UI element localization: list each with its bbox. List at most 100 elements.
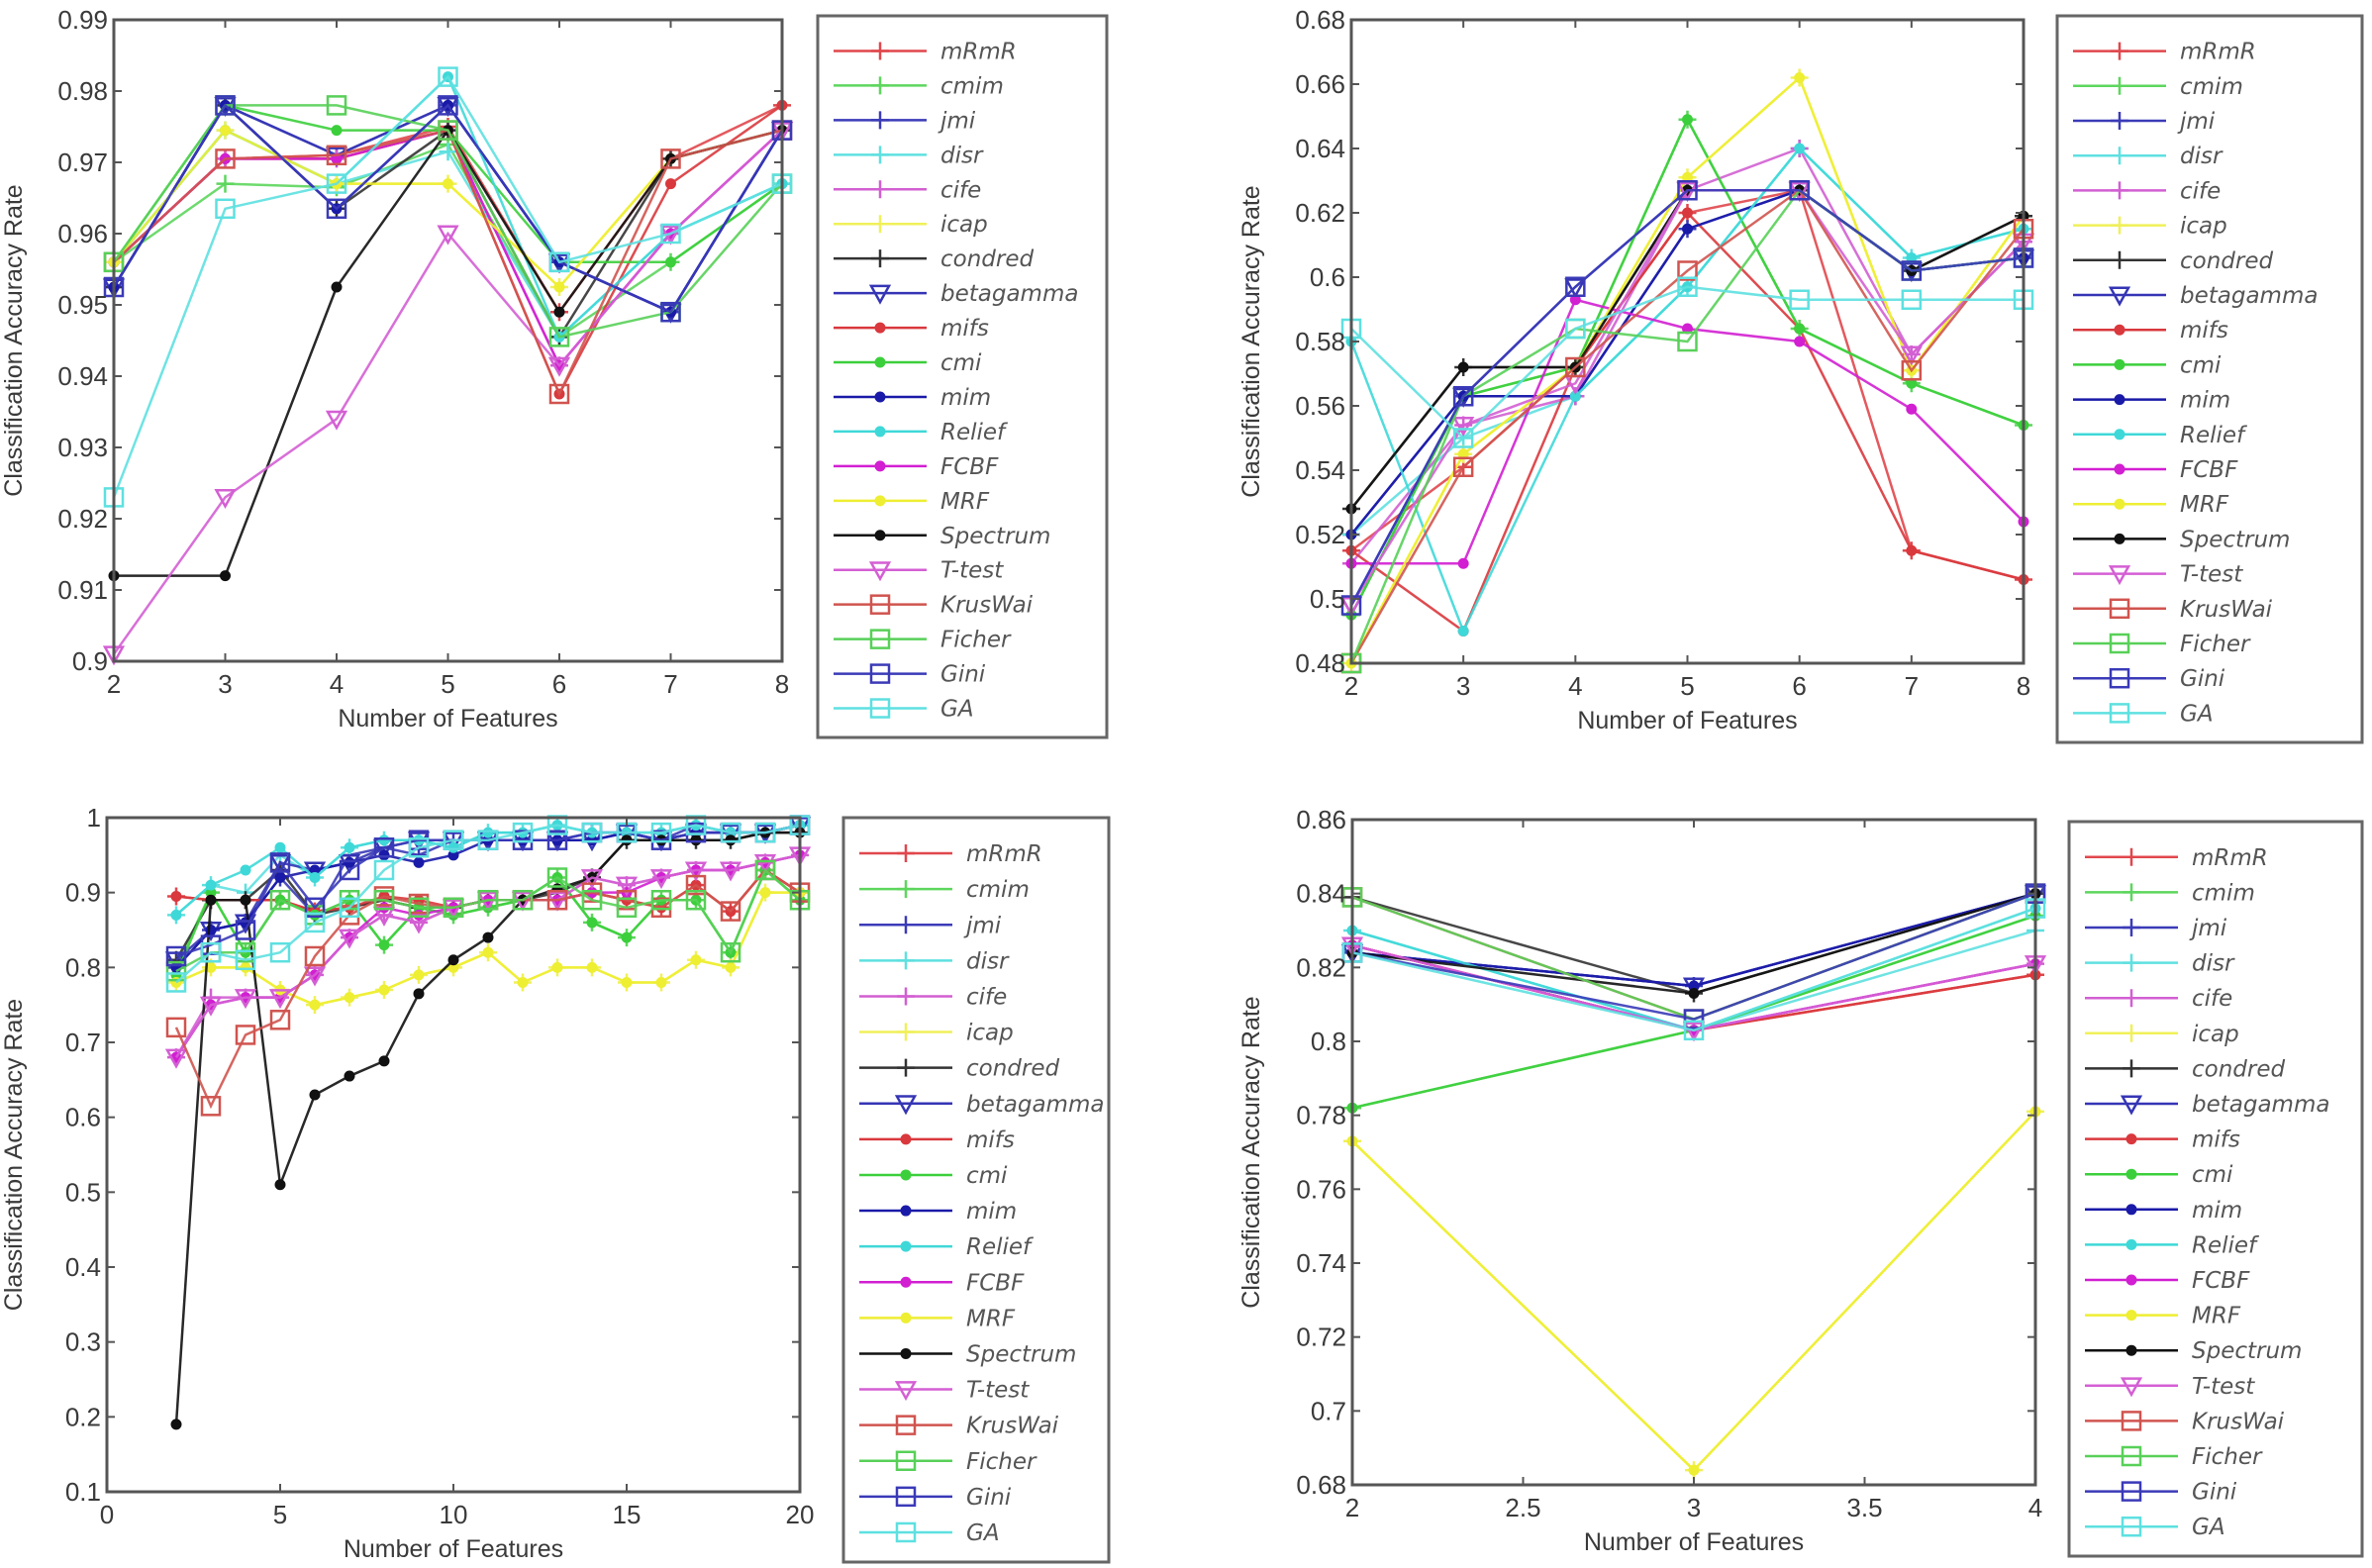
y-tick-label: 0.6 <box>1310 262 1345 292</box>
data-point-ficher <box>408 897 430 919</box>
legend-label: Gini <box>966 1485 1012 1511</box>
data-point-ga <box>373 859 395 881</box>
y-tick-label: 0.8 <box>1311 1027 1346 1056</box>
series-group <box>164 815 812 1430</box>
y-tick-label: 0.66 <box>1295 69 1345 99</box>
data-point-ga <box>548 251 570 273</box>
legend-marker-icon <box>869 698 891 719</box>
plot-area <box>107 818 800 1492</box>
data-point-ga <box>720 822 741 843</box>
data-point-ga <box>443 830 464 850</box>
y-tick-label: 0.64 <box>1295 134 1345 163</box>
y-tick-label: 0.84 <box>1296 879 1346 909</box>
x-axis-title: Number of Features <box>1584 1528 1804 1556</box>
data-point-t-test <box>547 356 571 377</box>
y-axis-title: Classification Accuracy Rate <box>0 184 28 496</box>
legend-marker-icon <box>2121 1411 2142 1431</box>
data-point-mrf <box>240 961 251 973</box>
data-point-kruswai <box>1901 360 1923 381</box>
data-point-gini <box>235 920 256 940</box>
legend-item: FCBF <box>859 1270 1025 1296</box>
legend-marker-icon <box>900 1312 912 1323</box>
data-point-mrf <box>309 999 321 1011</box>
legend-label: Ficher <box>940 628 1012 653</box>
data-point-ficher <box>685 889 707 911</box>
data-point-ga <box>215 198 236 220</box>
legend-item: KrusWai <box>2073 597 2273 623</box>
legend-item: condred <box>859 1056 1060 1082</box>
legend-label: cife <box>940 177 981 203</box>
legend-item: KrusWai <box>2085 1409 2285 1434</box>
data-point-kruswai <box>1452 456 1474 477</box>
data-point-kruswai <box>304 945 326 967</box>
legend-marker-icon <box>868 561 892 582</box>
data-point-cmi <box>665 256 676 268</box>
legend-box <box>841 816 1111 1564</box>
legend-item: Relief <box>2085 1232 2259 1258</box>
legend-item: jmi <box>834 108 976 134</box>
legend-item: disr <box>834 143 984 168</box>
legend-marker-icon <box>897 844 915 863</box>
data-point-mrf <box>220 125 231 137</box>
data-point-mrf <box>690 954 702 966</box>
data-point-kruswai <box>548 383 570 405</box>
data-point-kruswai <box>660 148 681 169</box>
y-tick-label: 0.68 <box>1295 5 1345 35</box>
plot-area <box>1352 820 2035 1485</box>
x-tick-label: 2 <box>1345 1493 1359 1522</box>
data-point-relief <box>447 841 459 853</box>
x-tick-label: 5 <box>441 669 454 699</box>
data-point-mrf <box>482 946 494 958</box>
legend-marker-icon <box>2123 883 2140 902</box>
data-point-ficher <box>512 889 534 911</box>
legend-item: Relief <box>859 1234 1034 1260</box>
legend-label: betagamma <box>966 1092 1104 1118</box>
legend: mRmR cmim jmi disr cife icap condred betagamma m… <box>816 14 1109 739</box>
data-point-spectrum <box>413 988 425 1000</box>
legend-label: GA <box>940 697 974 723</box>
data-point-gini <box>269 852 291 873</box>
legend-box <box>2055 14 2364 744</box>
legend-item: Gini <box>859 1485 1012 1511</box>
y-tick-label: 0.58 <box>1295 327 1345 356</box>
legend-item: betagamma <box>2085 1092 2329 1118</box>
legend-label: cife <box>966 984 1007 1010</box>
data-point-t-test <box>338 929 361 949</box>
legend-label: jmi <box>938 108 976 134</box>
legend-label: mRmR <box>2180 40 2256 65</box>
data-point-mrf <box>621 976 633 988</box>
legend-item: Ficher <box>859 1449 1038 1475</box>
legend-marker-icon <box>2123 1059 2140 1078</box>
legend-item: MRF <box>2073 492 2229 518</box>
legend-label: GA <box>2180 701 2214 727</box>
data-point-t-test <box>199 996 223 1017</box>
legend-label: FCBF <box>940 454 999 480</box>
legend-item: mRmR <box>2073 40 2256 65</box>
data-point-spectrum <box>344 1070 355 1082</box>
data-point-cmi <box>621 931 633 943</box>
legend-label: mifs <box>966 1127 1015 1153</box>
legend-label: condred <box>2192 1056 2286 1082</box>
data-point-spectrum <box>447 954 459 966</box>
data-point-t-test <box>580 869 604 890</box>
series-line-ga <box>112 74 783 498</box>
legend-marker-icon <box>871 146 889 164</box>
legend-marker-icon <box>2121 1445 2142 1467</box>
legend-label: Spectrum <box>2192 1338 2302 1364</box>
legend-item: Gini <box>834 662 986 688</box>
data-point-ga <box>1683 1020 1705 1041</box>
data-point-relief <box>205 879 217 891</box>
legend-item: Ficher <box>834 628 1012 653</box>
x-tick-label: 8 <box>775 669 789 699</box>
data-point-spectrum <box>1457 361 1469 373</box>
y-tick-label: 0.54 <box>1295 455 1345 485</box>
legend-label: cmi <box>2180 352 2222 378</box>
series-line-ga <box>1350 285 2024 441</box>
legend-label: Gini <box>940 662 986 688</box>
legend-marker-icon <box>871 76 889 95</box>
legend-marker-icon <box>900 1240 912 1252</box>
legend-marker-icon <box>2109 703 2130 724</box>
legend-label: Ficher <box>2192 1444 2263 1470</box>
data-point-gini <box>546 830 568 850</box>
legend-marker-icon <box>2125 1310 2137 1322</box>
